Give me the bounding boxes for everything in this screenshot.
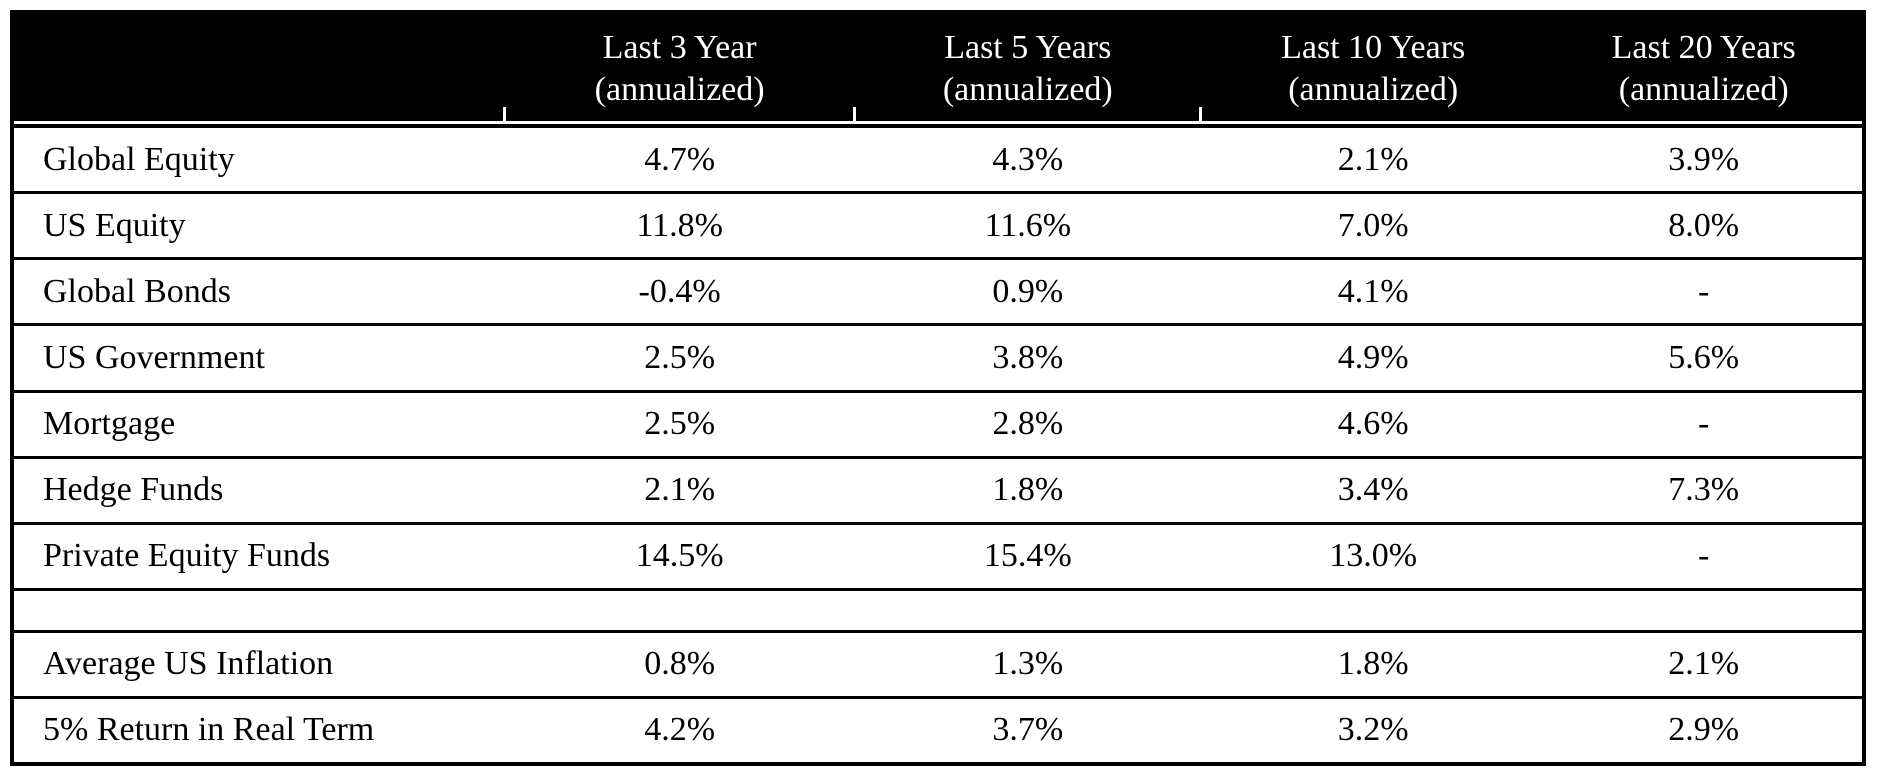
cell-value: 2.5% [504, 389, 855, 458]
cell-value: 1.3% [854, 629, 1201, 698]
column-divider-tick [502, 107, 506, 124]
table-row: Hedge Funds 2.1% 1.8% 3.4% 7.3% [12, 455, 1864, 524]
cell-value: 1.8% [1200, 629, 1546, 698]
cell-value: 4.9% [1200, 323, 1546, 392]
cell-value: 0.9% [854, 257, 1201, 325]
cell-value [1545, 587, 1864, 632]
returns-table: Last 3 Year (annualized) Last 5 Years (a… [10, 10, 1866, 766]
cell-value [504, 587, 855, 632]
row-label [12, 587, 505, 632]
cell-value: 2.1% [504, 455, 855, 524]
cell-value: 4.2% [504, 695, 855, 764]
cell-value: 7.0% [1200, 191, 1546, 259]
row-label: US Government [12, 323, 505, 392]
cell-value: - [1545, 389, 1864, 458]
cell-value: 3.2% [1200, 695, 1546, 764]
cell-value: -0.4% [504, 257, 855, 325]
table-row: Global Bonds -0.4% 0.9% 4.1% - [12, 257, 1864, 325]
header-line2: (annualized) [1618, 71, 1789, 108]
cell-value: 2.5% [504, 323, 855, 392]
row-label: US Equity [12, 191, 505, 259]
cell-value: 0.8% [504, 629, 855, 698]
column-divider-tick [1198, 107, 1202, 124]
header-cell-last-10-years: Last 10 Years (annualized) [1198, 12, 1546, 128]
cell-value: 3.9% [1545, 124, 1864, 193]
row-label: 5% Return in Real Term [12, 695, 505, 764]
row-label: Average US Inflation [12, 629, 505, 698]
cell-value: 2.9% [1545, 695, 1864, 764]
table-body: Global Equity 4.7% 4.3% 2.1% 3.9% US Equ… [12, 124, 1864, 764]
cell-value: 2.1% [1545, 629, 1864, 698]
header-line1: Last 3 Year [602, 29, 757, 66]
column-divider-tick [852, 107, 856, 124]
header-line2: (annualized) [1288, 71, 1459, 108]
table-row: 5% Return in Real Term 4.2% 3.7% 3.2% 2.… [12, 695, 1864, 764]
cell-value: 4.7% [504, 124, 855, 193]
cell-value: 2.1% [1200, 124, 1546, 193]
cell-value: 15.4% [854, 521, 1201, 590]
row-label: Hedge Funds [12, 455, 505, 524]
cell-value: 14.5% [504, 521, 855, 590]
header-line1: Last 5 Years [944, 29, 1112, 66]
cell-value: 8.0% [1545, 191, 1864, 259]
cell-value: 11.8% [504, 191, 855, 259]
header-cell-last-3-year: Last 3 Year (annualized) [502, 12, 855, 128]
header-corner-cell [12, 12, 505, 128]
header-line2: (annualized) [942, 71, 1113, 108]
cell-value: 1.8% [854, 455, 1201, 524]
cell-value: 7.3% [1545, 455, 1864, 524]
cell-value [854, 587, 1201, 632]
header-line1: Last 20 Years [1611, 29, 1796, 66]
cell-value: 3.4% [1200, 455, 1546, 524]
cell-value: 4.1% [1200, 257, 1546, 325]
row-label: Mortgage [12, 389, 505, 458]
cell-value: 4.3% [854, 124, 1201, 193]
cell-value: 3.8% [854, 323, 1201, 392]
cell-value: - [1545, 521, 1864, 590]
cell-value: 11.6% [854, 191, 1201, 259]
table-row: US Equity 11.8% 11.6% 7.0% 8.0% [12, 191, 1864, 259]
table-row: Average US Inflation 0.8% 1.3% 1.8% 2.1% [12, 629, 1864, 698]
cell-value: 4.6% [1200, 389, 1546, 458]
cell-value: 13.0% [1200, 521, 1546, 590]
table-row: US Government 2.5% 3.8% 4.9% 5.6% [12, 323, 1864, 392]
row-label: Global Equity [12, 124, 505, 193]
table-row: Private Equity Funds 14.5% 15.4% 13.0% - [12, 521, 1864, 590]
header-line1: Last 10 Years [1281, 29, 1466, 66]
header-line2: (annualized) [594, 71, 765, 108]
cell-value: 2.8% [854, 389, 1201, 458]
header-cell-last-5-years: Last 5 Years (annualized) [852, 12, 1201, 128]
table-row: Global Equity 4.7% 4.3% 2.1% 3.9% [12, 124, 1864, 193]
table-row [12, 587, 1864, 632]
row-label: Global Bonds [12, 257, 505, 325]
cell-value: 3.7% [854, 695, 1201, 764]
cell-value: - [1545, 257, 1864, 325]
header-row: Last 3 Year (annualized) Last 5 Years (a… [12, 12, 1864, 128]
header-cell-last-20-years: Last 20 Years (annualized) [1545, 12, 1864, 128]
cell-value: 5.6% [1545, 323, 1864, 392]
table-row: Mortgage 2.5% 2.8% 4.6% - [12, 389, 1864, 458]
cell-value [1200, 587, 1546, 632]
row-label: Private Equity Funds [12, 521, 505, 590]
